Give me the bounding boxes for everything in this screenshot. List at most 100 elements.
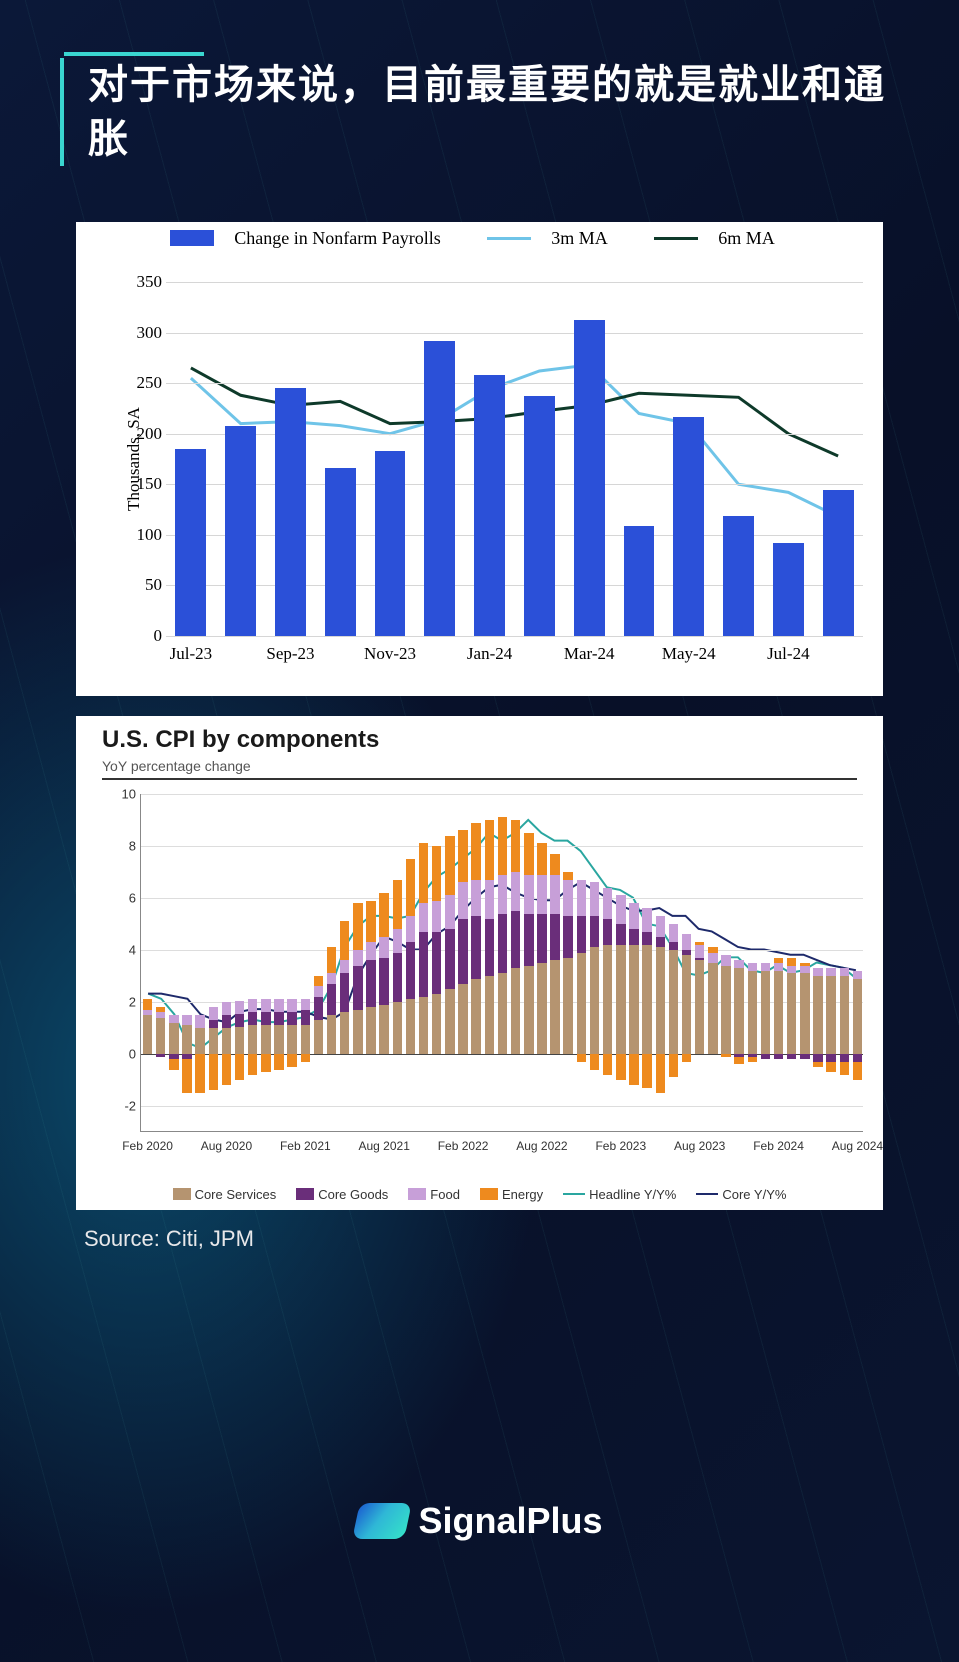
chart2-bar-core_goods: [550, 914, 559, 961]
chart2-bar-core_services: [511, 968, 520, 1054]
chart2-bar-energy: [853, 1062, 862, 1080]
chart2-ytick: 10: [114, 787, 136, 802]
chart2-bar-energy: [209, 1054, 218, 1090]
chart2-bar-core_goods: [340, 973, 349, 1012]
source-text: Source: Citi, JPM: [84, 1226, 254, 1252]
chart1-legend: Change in Nonfarm Payrolls 3m MA 6m MA: [76, 228, 883, 249]
chart2-bar-food: [301, 999, 310, 1009]
chart2-bar-food: [840, 968, 849, 976]
chart2-bar-core_services: [406, 999, 415, 1054]
chart2-bar-food: [774, 963, 783, 971]
chart2-bar-core_goods: [511, 911, 520, 968]
chart2-bar-energy: [169, 1059, 178, 1069]
chart2-xtick: Aug 2022: [516, 1139, 567, 1153]
chart2-bar-core_services: [379, 1005, 388, 1054]
chart2-bar-energy: [682, 1054, 691, 1062]
chart1-bar: [574, 320, 605, 636]
chart1-bar: [823, 490, 854, 636]
chart2-bar-energy: [695, 942, 704, 945]
chart2-bar-food: [274, 999, 283, 1012]
chart2-bar-energy: [366, 901, 375, 943]
chart2-bar-core_services: [314, 1020, 323, 1054]
chart2-xtick: Aug 2021: [358, 1139, 409, 1153]
chart2-ytick: 0: [114, 1047, 136, 1062]
chart2-bar-food: [314, 986, 323, 996]
chart1-xtick: Jul-24: [767, 644, 810, 664]
chart2-bar-core_services: [353, 1010, 362, 1054]
chart2-bar-food: [800, 966, 809, 974]
chart2-bar-energy: [708, 947, 717, 952]
chart2-bar-energy: [826, 1062, 835, 1072]
chart2-bar-food: [603, 888, 612, 919]
chart2-bar-food: [524, 875, 533, 914]
chart2-bar-core_services: [524, 966, 533, 1054]
chart2-legend-item: Energy: [480, 1187, 543, 1202]
chart2-subtitle: YoY percentage change: [102, 758, 251, 774]
chart2-bar-food: [195, 1015, 204, 1028]
chart2-bar-food: [642, 908, 651, 931]
chart2-bar-energy: [314, 976, 323, 986]
chart2-bar-core_services: [287, 1025, 296, 1054]
chart2-bar-core_goods: [577, 916, 586, 952]
chart2-bar-core_goods: [629, 929, 638, 945]
chart2-bar-core_goods: [590, 916, 599, 947]
chart2-rule: [102, 778, 857, 780]
chart2-bar-core_services: [261, 1025, 270, 1054]
chart2-bar-energy: [748, 1057, 757, 1062]
chart2-bar-core_goods: [248, 1012, 257, 1025]
chart2-bar-food: [695, 945, 704, 958]
chart2-bar-core_goods: [209, 1020, 218, 1028]
chart2-bar-core_services: [550, 960, 559, 1054]
chart2-bar-core_goods: [682, 950, 691, 955]
chart2-bar-core_goods: [498, 914, 507, 974]
chart1-ytick: 0: [128, 626, 162, 646]
chart2-bar-food: [721, 955, 730, 965]
chart2-bar-energy: [734, 1057, 743, 1065]
page-title: 对于市场来说，目前最重要的就是就业和通胀: [88, 58, 899, 166]
chart2-bar-energy: [195, 1054, 204, 1093]
chart2-bar-core_goods: [537, 914, 546, 963]
chart2-bar-core_services: [537, 963, 546, 1054]
chart2-bar-core_services: [682, 955, 691, 1054]
chart2-bar-core_goods: [485, 919, 494, 976]
chart2-bar-core_services: [274, 1025, 283, 1054]
chart2-bar-core_services: [248, 1025, 257, 1054]
chart2-bar-core_services: [143, 1015, 152, 1054]
chart2-xtick: Feb 2020: [122, 1139, 173, 1153]
chart2-bar-core_services: [734, 968, 743, 1054]
chart2-bar-food: [458, 882, 467, 918]
chart2-bar-core_services: [498, 973, 507, 1054]
chart2-bar-core_goods: [274, 1012, 283, 1025]
chart2-bar-core_services: [761, 971, 770, 1054]
chart2-bar-core_goods: [419, 932, 428, 997]
cpi-chart: U.S. CPI by components YoY percentage ch…: [76, 716, 883, 1210]
chart2-bar-core_goods: [826, 1054, 835, 1062]
chart2-bar-food: [209, 1007, 218, 1020]
chart2-bar-core_services: [800, 973, 809, 1054]
chart2-bar-energy: [274, 1054, 283, 1070]
chart2-bar-core_services: [826, 976, 835, 1054]
chart2-bar-core_goods: [761, 1054, 770, 1059]
chart2-legend-item: Headline Y/Y%: [563, 1187, 676, 1202]
chart2-bar-food: [156, 1012, 165, 1017]
chart2-bar-energy: [235, 1054, 244, 1080]
chart2-bar-core_services: [169, 1023, 178, 1054]
chart2-bar-energy: [156, 1007, 165, 1012]
chart2-bar-energy: [524, 833, 533, 875]
chart1-ytick: 350: [128, 272, 162, 292]
chart1-xtick: Sep-23: [266, 644, 314, 664]
chart2-bar-food: [826, 968, 835, 976]
chart2-bar-energy: [577, 1054, 586, 1062]
chart2-bar-food: [406, 916, 415, 942]
chart2-bar-energy: [445, 836, 454, 896]
chart2-bar-food: [656, 916, 665, 937]
chart2-bar-food: [471, 880, 480, 916]
chart2-bar-core_services: [577, 953, 586, 1054]
chart2-bar-food: [366, 942, 375, 960]
chart2-bar-core_services: [222, 1028, 231, 1054]
chart2-bar-core_goods: [261, 1012, 270, 1025]
chart2-bar-food: [143, 1010, 152, 1015]
chart2-bar-core_goods: [774, 1054, 783, 1059]
chart2-bar-core_goods: [787, 1054, 796, 1059]
legend-3m-label: 3m MA: [551, 228, 608, 248]
